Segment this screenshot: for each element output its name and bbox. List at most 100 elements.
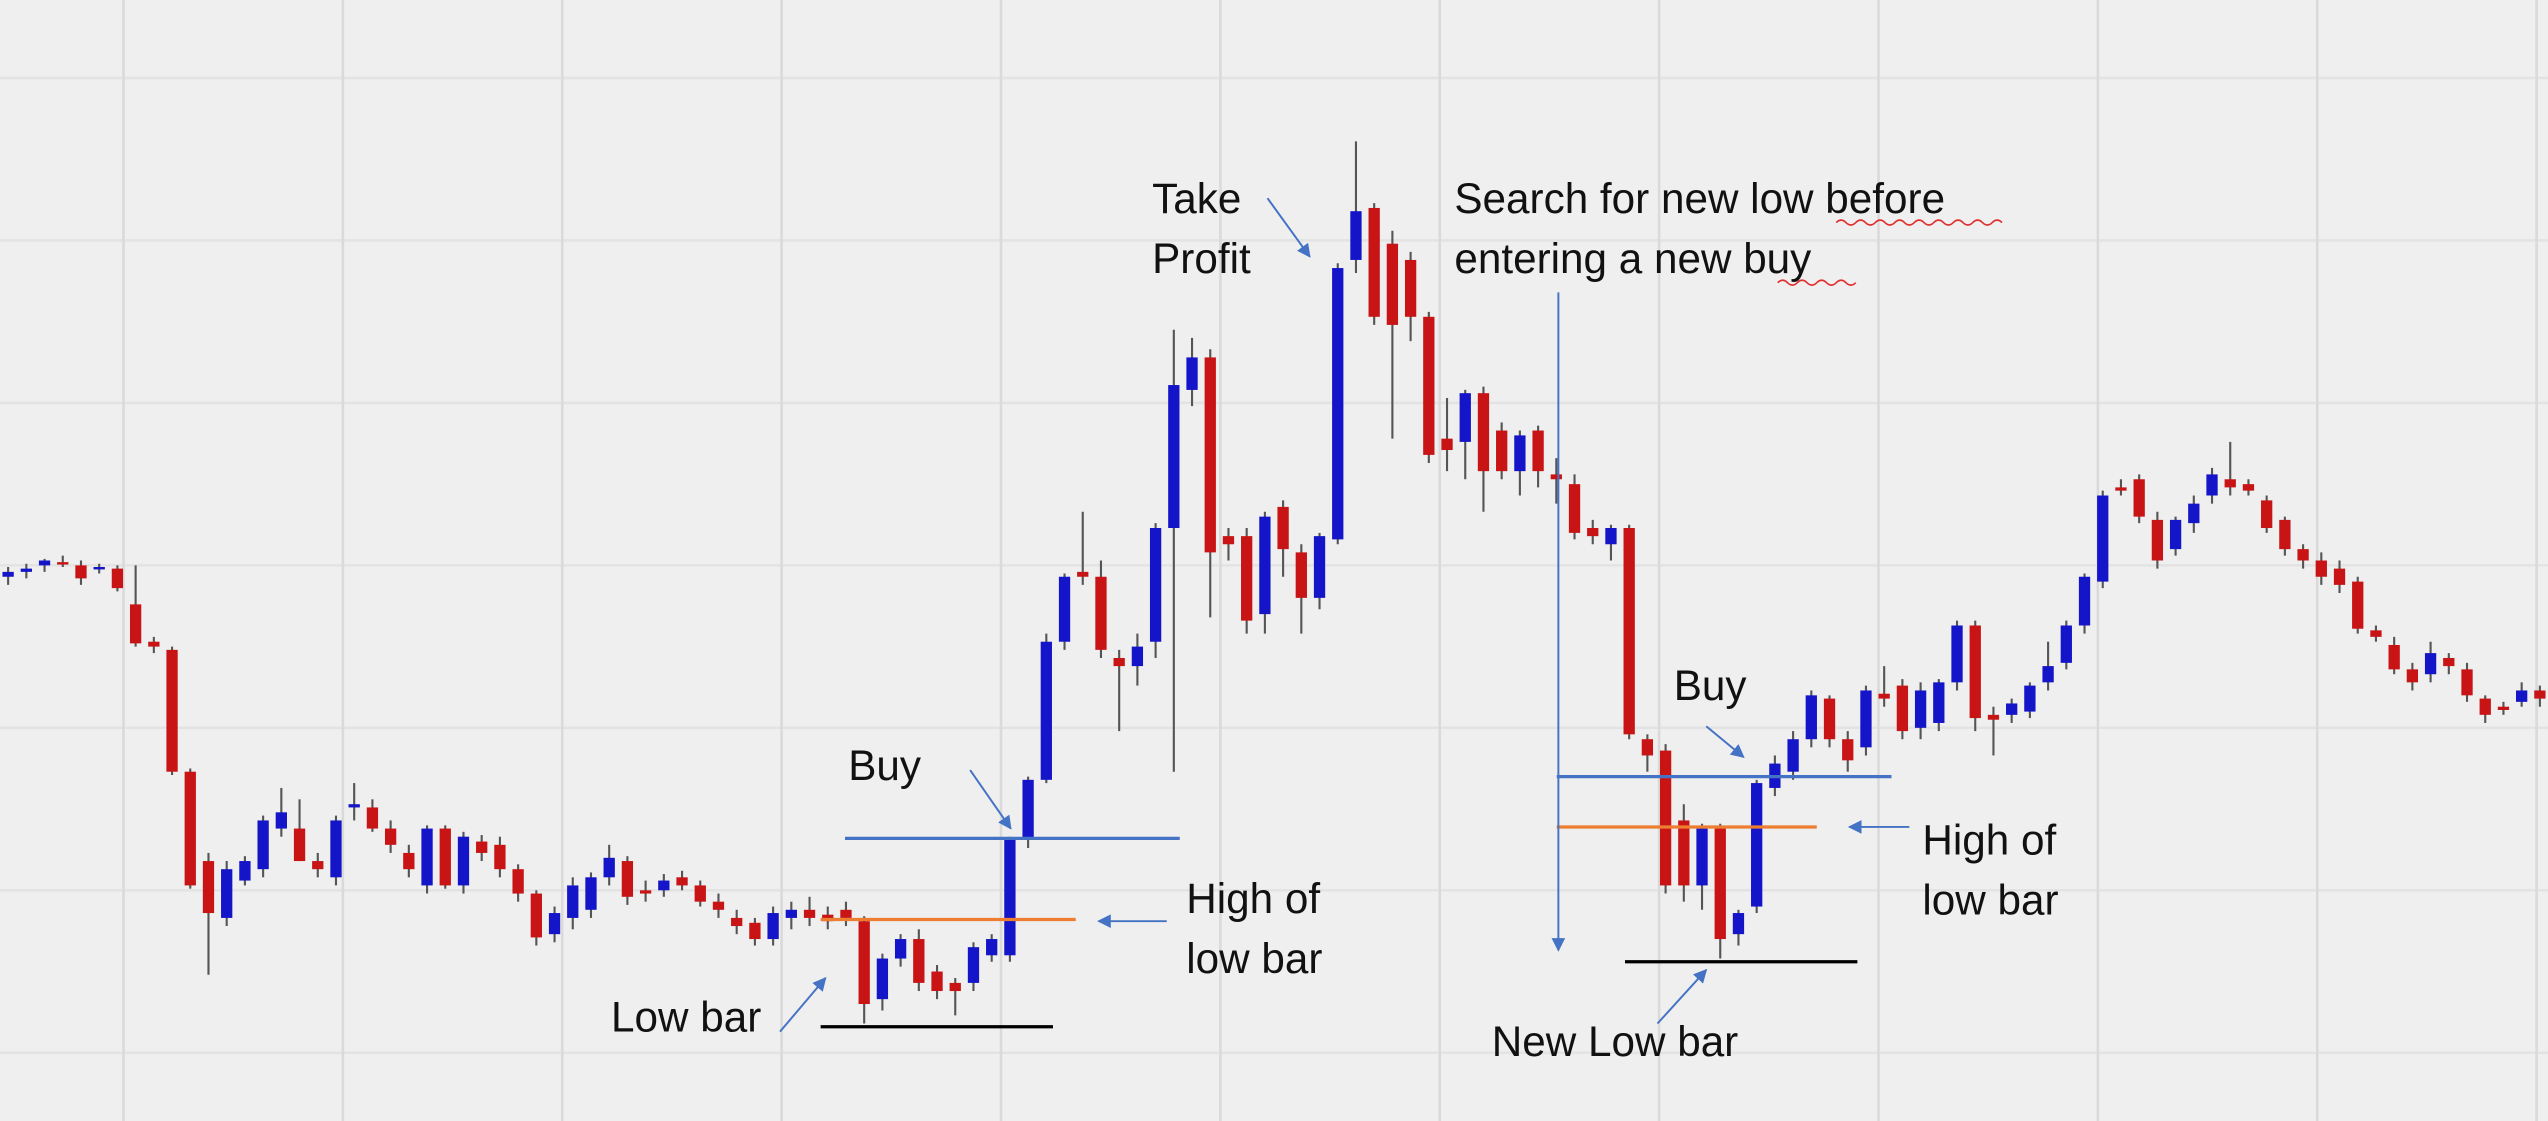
candle-body	[2115, 487, 2127, 491]
candle-body	[2261, 500, 2273, 529]
candle-body	[2443, 657, 2455, 667]
candle-body	[2297, 549, 2309, 561]
candle-body	[275, 812, 287, 829]
arrow	[1266, 197, 1311, 258]
candle-body	[1295, 552, 1307, 598]
candle-body	[1459, 393, 1471, 442]
annotation-line: Take	[1152, 175, 1241, 222]
candle-body	[1568, 484, 1581, 533]
candle-body	[366, 807, 379, 829]
candle-body	[2188, 503, 2200, 524]
candle-body	[2097, 495, 2109, 582]
candle-body	[1077, 571, 1089, 577]
candle-body	[1423, 316, 1435, 455]
candle-body	[1951, 625, 1963, 683]
candle-body	[512, 869, 524, 894]
candle-body	[676, 877, 688, 886]
candle-body	[1277, 506, 1289, 550]
candle-body	[2534, 690, 2546, 699]
candle-body	[913, 939, 925, 983]
candle-body	[2497, 706, 2510, 710]
candle-body	[2224, 479, 2236, 488]
candle-body	[767, 913, 779, 940]
annotation-line: Buy	[848, 742, 922, 789]
candle-body	[129, 604, 142, 644]
candle-body	[1095, 576, 1107, 650]
candle-body	[2042, 666, 2054, 683]
annotation-line: entering a new buy	[1454, 235, 1812, 282]
annotation-line: New Low bar	[1492, 1018, 1739, 1065]
candle-body	[1732, 913, 1745, 935]
candle-body	[967, 947, 980, 983]
annotation: New Low bar	[1492, 1018, 1739, 1065]
arrow	[779, 976, 827, 1033]
candle-body	[57, 562, 69, 565]
candle-body	[457, 836, 470, 886]
candle-body	[2333, 568, 2346, 585]
annotation: Buy	[1674, 662, 1748, 709]
annotation: High of low bar	[1922, 817, 2068, 924]
candle-body	[1149, 528, 1162, 642]
candle-body	[1896, 685, 1909, 732]
candle-body	[93, 566, 105, 570]
annotation: High of low bar	[1186, 875, 1332, 982]
candle-body	[1514, 435, 1526, 472]
candle-body	[548, 913, 561, 935]
candle-body	[476, 841, 488, 853]
candle-body	[1641, 739, 1654, 756]
candle-body	[2516, 690, 2528, 702]
annotation: Take Profit	[1152, 175, 1253, 282]
candle-body	[1787, 739, 1799, 772]
candle-body	[840, 909, 852, 918]
candle-body	[2424, 653, 2437, 675]
candle-body	[1969, 625, 1981, 719]
candle-body	[75, 565, 87, 579]
candle-body	[986, 939, 998, 956]
candle-body	[2006, 703, 2018, 715]
spell-underline	[1835, 219, 2003, 226]
candle-body	[2242, 484, 2255, 491]
candle-body	[1605, 528, 1617, 545]
candle-body	[876, 958, 889, 1000]
candle-body	[1168, 385, 1180, 529]
candle-body	[1842, 739, 1854, 761]
candle-body	[1004, 839, 1016, 956]
candle-body	[2151, 519, 2164, 561]
spell-underline	[1777, 279, 1857, 286]
candle-body	[293, 828, 306, 862]
candle-body	[1532, 430, 1544, 472]
candle-body	[1696, 828, 1708, 886]
candle-body	[20, 568, 32, 572]
candle-body	[2279, 519, 2291, 550]
candle-body	[1222, 536, 1235, 545]
candle-body	[712, 901, 725, 910]
candle-body	[567, 885, 579, 918]
candle-body	[148, 641, 160, 647]
candle-body	[931, 971, 943, 992]
candle-body	[858, 921, 870, 1005]
candle-body	[1714, 828, 1726, 940]
candle-body	[1496, 430, 1508, 472]
candle-body	[1350, 211, 1362, 260]
candle-body	[2479, 698, 2491, 715]
candle-body	[1441, 438, 1453, 451]
candle-body	[494, 844, 506, 870]
candle-body	[1823, 698, 1836, 740]
candle-body	[1241, 536, 1253, 621]
annotation: Low bar	[611, 994, 761, 1041]
candle-body	[348, 804, 360, 808]
candle-body	[2169, 519, 2182, 550]
candle-body	[330, 820, 342, 878]
candle-body	[1332, 268, 1344, 540]
candle-body	[585, 877, 597, 910]
candle-body	[1550, 474, 1562, 480]
annotation-line: High of	[1186, 875, 1320, 922]
candle-body	[1587, 528, 1599, 537]
arrow	[969, 769, 1012, 830]
candle-body	[1204, 357, 1216, 553]
candle-body	[421, 828, 433, 886]
candle-body	[111, 568, 124, 589]
candle-body	[621, 861, 634, 897]
